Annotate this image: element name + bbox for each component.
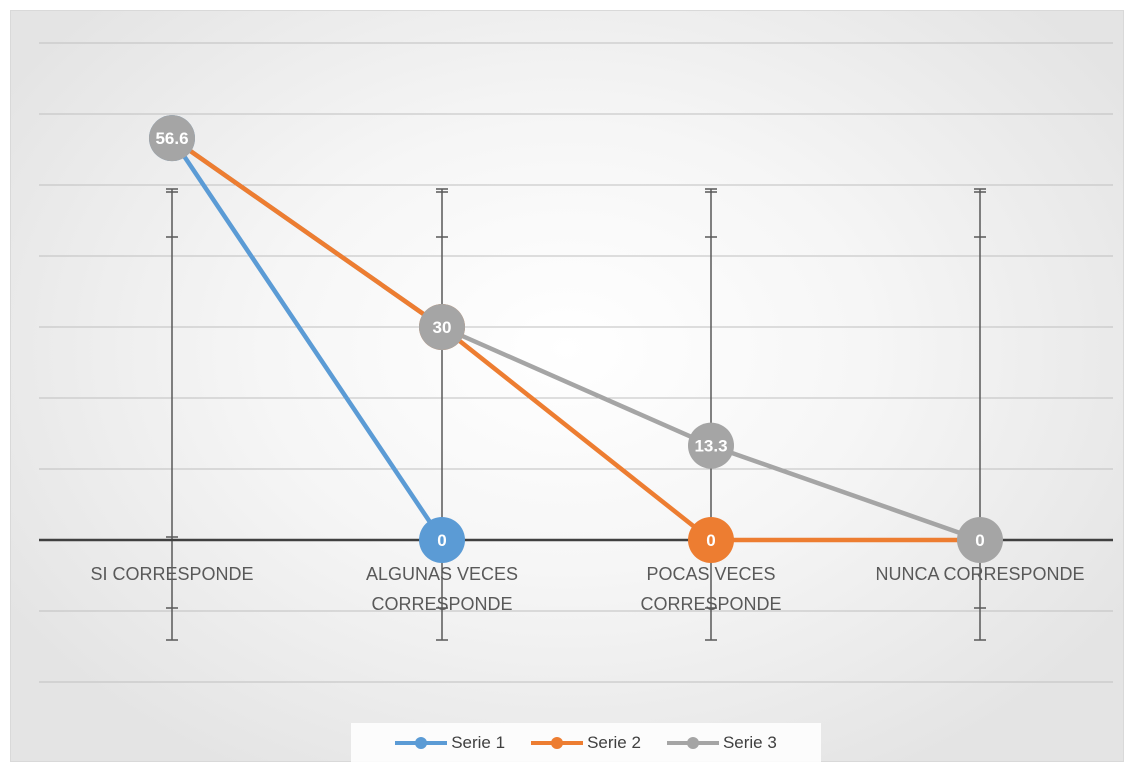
data-point-marker — [419, 517, 465, 563]
legend-swatch-serie-3 — [666, 737, 719, 749]
x-tick-label: SI CORRESPONDE — [90, 564, 253, 584]
legend-label-serie-1: Serie 1 — [451, 733, 506, 752]
data-point-marker — [688, 517, 734, 563]
x-tick-label: CORRESPONDE — [640, 594, 781, 614]
legend-item-serie-2: Serie 2 — [531, 733, 641, 753]
legend-item-serie-1: Serie 1 — [395, 733, 505, 753]
data-label: 56.6 — [155, 129, 188, 148]
legend-label-serie-2: Serie 2 — [587, 733, 641, 752]
legend-swatch-serie-1 — [395, 737, 448, 749]
x-tick-label: CORRESPONDE — [371, 594, 512, 614]
data-label: 0 — [437, 531, 446, 550]
legend-swatch-serie-2 — [531, 737, 584, 749]
series-line-1 — [170, 136, 444, 542]
legend: Serie 1 Serie 2 Serie 3 — [351, 723, 821, 763]
series-line-3 — [170, 136, 981, 543]
legend-label-serie-3: Serie 3 — [722, 733, 777, 752]
data-label: 13.3 — [694, 437, 727, 456]
data-point-marker — [149, 115, 195, 162]
data-label: 30 — [433, 318, 452, 337]
data-point-marker — [688, 422, 734, 469]
x-tick-label: ALGUNAS VECES — [366, 564, 518, 584]
data-point-marker — [957, 517, 1003, 563]
x-tick-label: POCAS VECES — [646, 564, 775, 584]
series-line-2 — [170, 136, 980, 543]
legend-item-serie-3: Serie 3 — [666, 733, 777, 753]
data-point-marker — [419, 304, 465, 350]
data-label: 0 — [975, 531, 984, 550]
x-tick-label: NUNCA CORRESPONDE — [875, 564, 1084, 584]
data-label: 0 — [706, 531, 715, 550]
